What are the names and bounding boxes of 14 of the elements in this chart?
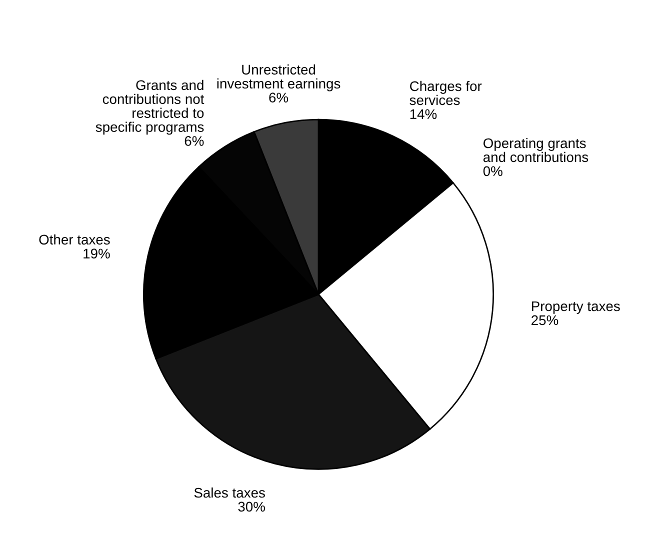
slice-label: Charges for services (410, 80, 482, 106)
data-label: 30% (238, 502, 265, 512)
data-label: 6% (269, 92, 288, 103)
data-label: 6% (184, 136, 204, 146)
slice-label: Property taxes (532, 301, 620, 314)
slice-label: Sales taxes (194, 487, 265, 498)
category-label: Operating grants and contributions (483, 138, 588, 162)
text: 0% (483, 166, 502, 176)
data-label: 14% (410, 109, 437, 119)
data-label: 25% (532, 315, 558, 326)
slice-label: Other taxes (39, 234, 110, 245)
slice-label: Unrestricted investment earnings (217, 64, 340, 92)
data-label: 19% (84, 248, 110, 259)
slice-label: Grants and contributions not restricted to specific programs (96, 80, 204, 135)
